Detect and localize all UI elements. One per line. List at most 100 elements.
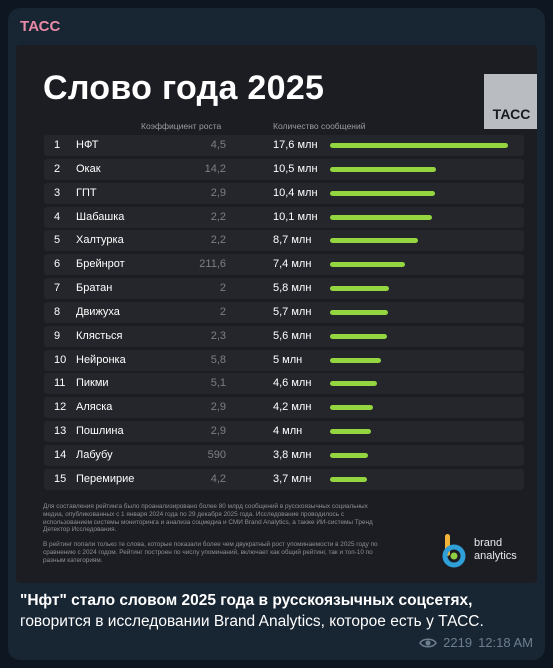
- ranking-row: 15 Перемирие 4,2 3,7 млн: [44, 468, 524, 490]
- messages-bar: [330, 309, 388, 315]
- tass-logo: ТАСС: [484, 74, 537, 129]
- messages-value: 4,6 млн: [273, 377, 312, 390]
- messages-bar: [330, 429, 371, 435]
- ranking-row: 7 Братан 2 5,8 млн: [44, 278, 524, 300]
- rank-number: 3: [54, 186, 61, 199]
- brand-analytics-mark-icon: [442, 534, 466, 568]
- word-label: Брейнрот: [76, 258, 125, 271]
- word-label: Клясться: [76, 329, 123, 342]
- growth-value: 2,2: [210, 234, 226, 247]
- word-label: Пикми: [76, 377, 109, 390]
- infographic-title: Слово года 2025: [43, 69, 325, 107]
- growth-value: 5,8: [210, 353, 226, 366]
- rank-number: 7: [54, 282, 61, 295]
- ranking-list: 1 НФТ 4,5 17,6 млн 2 Окак 14,2 10,5 млн 3 ГПТ 2,9 1…: [44, 135, 524, 493]
- messages-value: 4,2 млн: [273, 401, 312, 414]
- messages-value: 5 млн: [273, 353, 303, 366]
- growth-value: 2,9: [210, 186, 226, 199]
- rank-number: 5: [54, 234, 61, 247]
- growth-value: 211,6: [199, 258, 226, 271]
- ranking-row: 3 ГПТ 2,9 10,4 млн: [44, 182, 524, 204]
- message-text-rest: говорится в исследовании Brand Analytics…: [20, 613, 484, 630]
- growth-value: 2,2: [210, 210, 226, 223]
- messages-bar: [330, 476, 368, 482]
- rank-number: 11: [54, 377, 66, 390]
- growth-value: 5,1: [210, 377, 226, 390]
- ranking-row: 4 Шабашка 2,2 10,1 млн: [44, 206, 524, 228]
- growth-column-header: Коэффициент роста: [141, 121, 222, 131]
- word-label: Аляска: [76, 401, 113, 414]
- ranking-row: 9 Клясться 2,3 5,6 млн: [44, 325, 524, 347]
- message-bubble: ТАСС Слово года 2025 ТАСС Коэффициент ро…: [8, 8, 545, 660]
- messages-value: 7,4 млн: [273, 258, 312, 271]
- rank-number: 2: [54, 162, 61, 175]
- messages-value: 10,5 млн: [273, 162, 318, 175]
- growth-value: 2,9: [210, 425, 226, 438]
- ranking-row: 10 Нейронка 5,8 5 млн: [44, 349, 524, 371]
- messages-value: 10,4 млн: [273, 186, 318, 199]
- rank-number: 9: [54, 329, 61, 342]
- word-label: Нейронка: [76, 353, 126, 366]
- word-label: ГПТ: [76, 186, 97, 199]
- eye-icon: [419, 637, 438, 648]
- word-label: Лабубу: [76, 448, 113, 461]
- word-label: Шабашка: [76, 210, 125, 223]
- ranking-row: 1 НФТ 4,5 17,6 млн: [44, 135, 524, 156]
- word-label: Окак: [76, 162, 101, 175]
- word-label: Братан: [76, 282, 113, 295]
- growth-value: 14,2: [204, 162, 226, 175]
- word-label: Движуха: [76, 305, 120, 318]
- tass-logo-text: ТАСС: [492, 106, 531, 122]
- rank-number: 12: [54, 401, 67, 414]
- view-count: 2219: [443, 635, 473, 650]
- messages-bar: [330, 262, 405, 268]
- messages-bar: [330, 333, 387, 339]
- brand-name-line2: analytics: [474, 550, 517, 562]
- ranking-row: 12 Аляска 2,9 4,2 млн: [44, 397, 524, 419]
- messages-bar: [330, 452, 369, 458]
- messages-value: 8,7 млн: [273, 234, 312, 247]
- rank-number: 15: [54, 472, 67, 485]
- brand-name-line1: brand: [474, 537, 503, 549]
- word-label: НФТ: [76, 139, 99, 151]
- rank-number: 13: [54, 425, 67, 438]
- message-text: "Нфт" стало словом 2025 года в русскоязы…: [20, 590, 535, 632]
- word-label: Перемирие: [76, 472, 135, 485]
- rank-number: 10: [54, 353, 67, 366]
- rank-number: 4: [54, 210, 61, 223]
- messages-value: 3,8 млн: [273, 448, 312, 461]
- growth-value: 2,3: [210, 329, 226, 342]
- ranking-row: 8 Движуха 2 5,7 млн: [44, 301, 524, 323]
- ranking-row: 14 Лабубу 590 3,8 млн: [44, 444, 524, 466]
- growth-value: 4,2: [210, 472, 226, 485]
- word-label: Пошлина: [76, 425, 124, 438]
- channel-name[interactable]: ТАСС: [20, 18, 61, 35]
- messages-bar: [330, 405, 373, 411]
- message-time: 12:18 AM: [478, 635, 533, 650]
- growth-value: 4,5: [210, 139, 226, 151]
- messages-value: 5,8 млн: [273, 282, 312, 295]
- ranking-row: 2 Окак 14,2 10,5 млн: [44, 158, 524, 180]
- footnote-criteria: В рейтинг попали только те слова, которы…: [43, 541, 378, 564]
- messages-bar: [330, 214, 433, 220]
- ranking-row: 6 Брейнрот 211,6 7,4 млн: [44, 254, 524, 276]
- messages-value: 17,6 млн: [273, 139, 318, 151]
- growth-value: 2,9: [210, 401, 226, 414]
- infographic-image[interactable]: Слово года 2025 ТАСС Коэффициент роста К…: [16, 45, 537, 583]
- word-label: Халтурка: [76, 234, 124, 247]
- messages-value: 10,1 млн: [273, 210, 318, 223]
- brand-analytics-logo: brand analytics: [442, 530, 532, 570]
- rank-number: 8: [54, 305, 61, 318]
- rank-number: 6: [54, 258, 61, 271]
- ranking-row: 5 Халтурка 2,2 8,7 млн: [44, 230, 524, 252]
- messages-value: 5,7 млн: [273, 305, 312, 318]
- message-text-bold: "Нфт" стало словом 2025 года в русскоязы…: [20, 592, 473, 609]
- messages-bar: [330, 166, 437, 172]
- messages-bar: [330, 143, 508, 148]
- rank-number: 1: [54, 139, 61, 151]
- rank-number: 14: [54, 448, 67, 461]
- messages-bar: [330, 381, 377, 387]
- messages-value: 4 млн: [273, 425, 303, 438]
- messages-bar: [330, 286, 389, 292]
- messages-value: 3,7 млн: [273, 472, 312, 485]
